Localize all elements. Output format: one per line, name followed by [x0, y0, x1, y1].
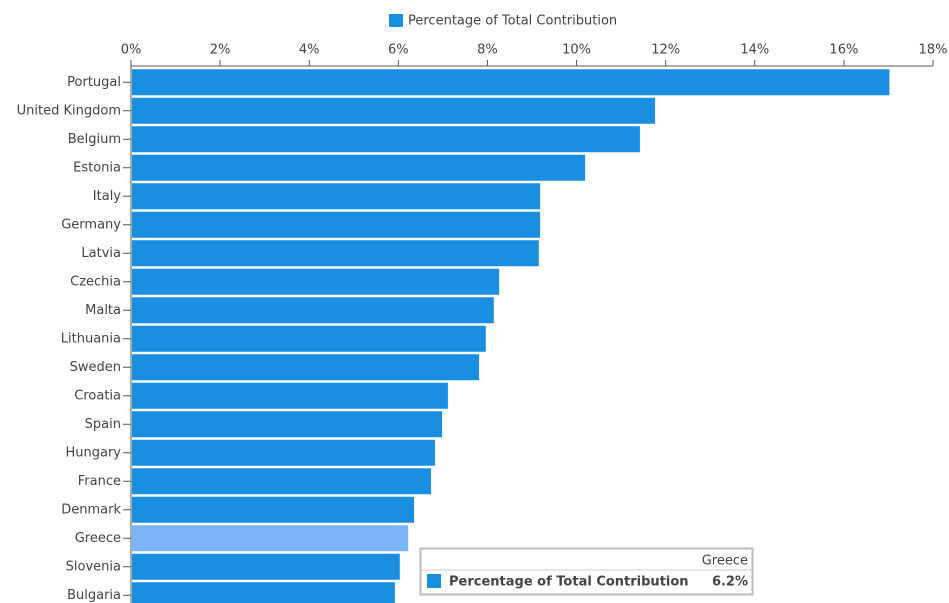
- bar: [132, 211, 541, 238]
- bar: [132, 525, 409, 552]
- bar: [132, 468, 431, 495]
- bar: [132, 582, 395, 603]
- bar: [132, 496, 415, 523]
- y-tick-label: Spain: [85, 417, 121, 432]
- bar: [132, 240, 539, 267]
- tooltip: Greece Percentage of Total Contribution 6.…: [419, 547, 754, 596]
- tooltip-box: [419, 547, 754, 596]
- bar: [132, 439, 435, 466]
- x-tick-label: 10%: [562, 43, 591, 58]
- y-tick-label: Greece: [75, 531, 121, 546]
- y-tick-label: Germany: [61, 217, 121, 232]
- y-tick-label: Estonia: [73, 160, 121, 175]
- bar: [132, 154, 586, 181]
- x-tick-label: 4%: [299, 43, 320, 58]
- y-tick-label: United Kingdom: [17, 103, 121, 118]
- bar: [132, 183, 541, 210]
- y-tick-label: Czechia: [70, 274, 121, 289]
- y-tick-label: Slovenia: [66, 559, 121, 574]
- y-tick-label: Latvia: [81, 246, 121, 261]
- legend-label: Percentage of Total Contribution: [408, 14, 617, 29]
- x-tick-label: 12%: [651, 43, 680, 58]
- y-tick-label: Lithuania: [61, 331, 121, 346]
- bar: [132, 411, 443, 438]
- tooltip-swatch: [427, 574, 441, 588]
- tooltip-title: Greece: [702, 554, 748, 569]
- x-tick-label: 6%: [388, 43, 409, 58]
- y-tick-label: France: [78, 474, 121, 489]
- y-tick-label: Denmark: [61, 502, 121, 517]
- bar: [132, 325, 486, 352]
- bar: [132, 97, 656, 124]
- bar: [132, 354, 480, 381]
- y-tick-label: Malta: [85, 303, 121, 318]
- y-tick-label: Portugal: [67, 75, 121, 90]
- bar: [132, 126, 640, 153]
- x-tick-label: 0%: [121, 43, 142, 58]
- y-tick-label: Sweden: [70, 360, 121, 375]
- x-tick-label: 14%: [740, 43, 769, 58]
- x-tick-label: 16%: [829, 43, 858, 58]
- bar: [132, 382, 448, 409]
- y-tick-label: Bulgaria: [67, 588, 121, 603]
- x-tick-label: 2%: [210, 43, 231, 58]
- bar: [132, 553, 400, 580]
- bar: [132, 69, 890, 96]
- y-tick-label: Hungary: [65, 445, 121, 460]
- tooltip-value: 6.2%: [712, 575, 748, 590]
- x-tick-label: 8%: [477, 43, 498, 58]
- tooltip-series: Percentage of Total Contribution: [449, 575, 689, 590]
- bar: [132, 297, 494, 324]
- y-tick-label: Belgium: [68, 132, 121, 147]
- legend-swatch: [389, 14, 403, 27]
- y-tick-label: Italy: [93, 189, 122, 204]
- bar: [132, 268, 500, 295]
- y-tick-label: Croatia: [74, 388, 121, 403]
- x-tick-label: 18%: [919, 43, 948, 58]
